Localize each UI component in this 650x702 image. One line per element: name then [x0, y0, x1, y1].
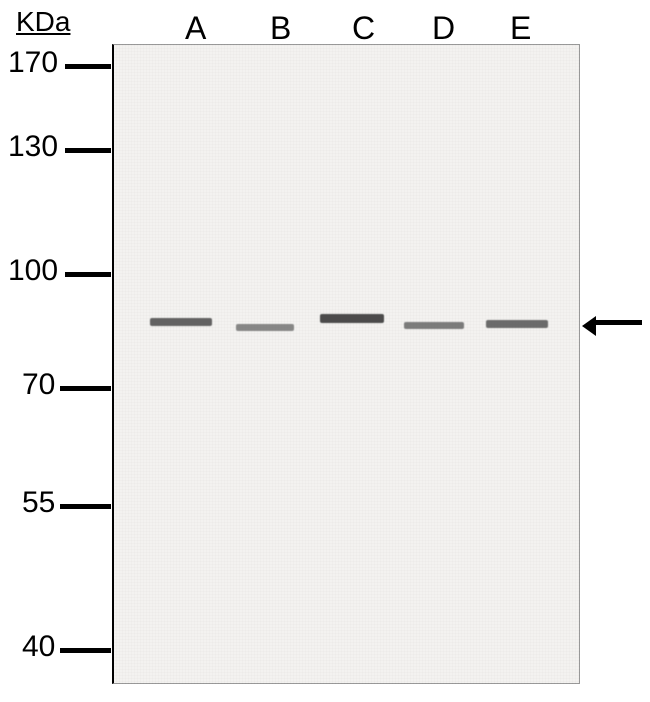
- lane-label-d: D: [432, 10, 455, 47]
- band-lane-a: [150, 318, 212, 326]
- marker-tick-100: [65, 272, 111, 277]
- lane-label-e: E: [510, 10, 531, 47]
- marker-label-130: 130: [8, 130, 58, 164]
- marker-tick-70: [60, 386, 111, 391]
- marker-tick-40: [60, 648, 111, 653]
- marker-tick-55: [60, 504, 111, 509]
- marker-tick-170: [65, 64, 111, 69]
- lane-label-b: B: [270, 10, 291, 47]
- lane-label-a: A: [185, 10, 206, 47]
- marker-label-70: 70: [22, 368, 55, 402]
- marker-label-55: 55: [22, 486, 55, 520]
- kda-unit-label: KDa: [16, 6, 70, 38]
- band-indicator-arrow-head: [582, 316, 596, 336]
- lane-label-c: C: [352, 10, 375, 47]
- marker-label-170: 170: [8, 46, 58, 80]
- band-lane-b: [236, 324, 294, 331]
- marker-tick-130: [65, 148, 111, 153]
- band-lane-c: [320, 314, 384, 323]
- marker-label-40: 40: [22, 630, 55, 664]
- marker-label-100: 100: [8, 254, 58, 288]
- band-indicator-arrow-line: [594, 320, 642, 325]
- band-lane-d: [404, 322, 464, 329]
- blot-noise: [112, 44, 580, 684]
- band-lane-e: [486, 320, 548, 328]
